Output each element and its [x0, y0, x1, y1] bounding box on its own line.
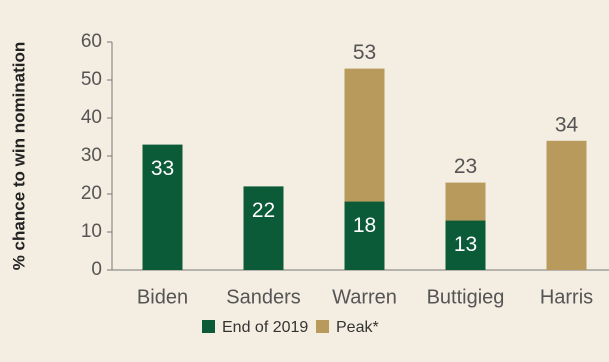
x-tick-label: Buttigieg	[427, 286, 505, 308]
x-tick-label: Sanders	[226, 286, 301, 308]
value-label: 23	[454, 155, 477, 178]
value-label: 53	[353, 41, 376, 64]
legend-label: Peak*	[336, 319, 379, 336]
y-tick-label: 0	[91, 259, 102, 280]
value-label: 18	[353, 214, 376, 237]
bar	[445, 220, 486, 270]
bar	[344, 201, 385, 270]
y-tick-label: 50	[81, 69, 102, 90]
x-tick-label: Harris	[540, 286, 593, 308]
legend-label: End of 2019	[222, 319, 308, 336]
value-label: 13	[454, 233, 477, 256]
y-tick-label: 10	[81, 221, 102, 242]
legend-swatch	[316, 320, 329, 333]
x-tick-label: Biden	[137, 286, 188, 308]
y-tick-label: 30	[81, 145, 102, 166]
value-label: 34	[555, 113, 579, 136]
x-tick-label: Warren	[332, 286, 397, 308]
y-tick-label: 20	[81, 183, 102, 204]
bar	[243, 186, 284, 270]
value-label: 33	[151, 157, 174, 180]
y-tick-label: 40	[81, 107, 102, 128]
value-label: 22	[252, 199, 275, 222]
y-axis-label: % chance to win nomination	[9, 42, 28, 271]
legend-swatch	[202, 320, 215, 333]
y-tick-label: 60	[81, 31, 102, 52]
bar	[546, 140, 587, 270]
bar	[142, 144, 183, 270]
